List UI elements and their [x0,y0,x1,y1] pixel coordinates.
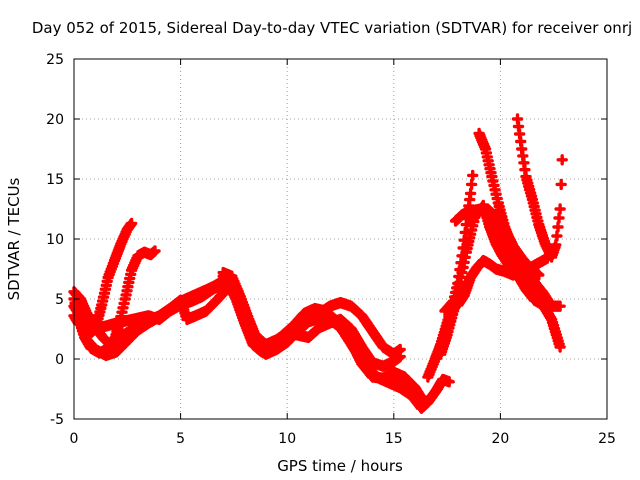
x-tick-label: 5 [176,431,185,447]
x-axis: 0 5 10 15 20 25 [70,59,616,447]
y-axis-label: SDTVAR / TECUs [5,177,23,300]
chart-title: Day 052 of 2015, Sidereal Day-to-day VTE… [32,19,632,37]
x-tick-label: 25 [598,431,616,447]
x-axis-label: GPS time / hours [277,457,403,475]
plus-markers [72,281,236,359]
y-tick-label: 10 [46,232,64,248]
series-track [249,313,406,372]
series-track [72,281,236,359]
plus-markers [511,113,568,263]
series-track [484,205,566,312]
series-track [511,113,568,263]
plus-markers [249,313,406,372]
y-tick-label: 20 [46,112,64,128]
series-track [388,373,455,414]
plus-markers [388,373,455,414]
y-tick-label: -5 [50,412,64,428]
plot-frame [73,58,608,420]
grid [74,59,607,419]
plus-markers [471,199,566,353]
plus-markers [484,205,566,312]
x-tick-label: 10 [278,431,296,447]
y-tick-label: 15 [46,172,64,188]
x-tick-label: 0 [70,431,79,447]
y-tick-label: 25 [46,52,64,68]
data-marks [68,113,568,414]
x-tick-label: 15 [385,431,403,447]
x-tick-label: 20 [491,431,509,447]
y-tick-label: 0 [55,352,64,368]
y-tick-label: 5 [55,292,64,308]
series-track [471,199,566,353]
y-axis: -5 0 5 10 15 20 25 [46,52,607,428]
